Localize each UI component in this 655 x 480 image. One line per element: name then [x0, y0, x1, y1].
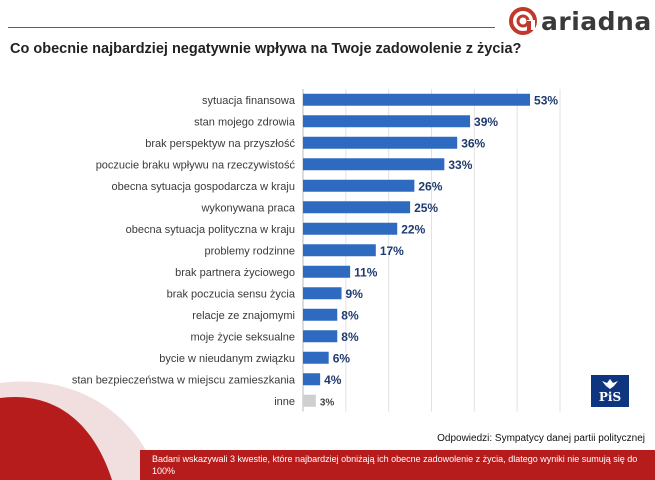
bar	[303, 244, 376, 257]
page-title: Co obecnie najbardziej negatywnie wpływa…	[10, 41, 522, 57]
header-divider-line	[8, 27, 495, 28]
bar	[303, 115, 471, 128]
value-label: 26%	[418, 179, 442, 193]
value-label: 22%	[401, 222, 425, 236]
ariadna-logo-icon	[509, 7, 537, 35]
category-label: poczucie braku wpływu na rzeczywistość	[96, 159, 296, 171]
bar	[303, 394, 316, 407]
value-label: 39%	[474, 115, 498, 129]
answers-note: Odpowiedzi: Sympatycy danej partii polit…	[437, 433, 645, 444]
value-label: 4%	[324, 373, 342, 387]
bar	[303, 201, 411, 214]
bar	[303, 373, 321, 386]
value-label: 11%	[354, 265, 378, 279]
bar	[303, 287, 342, 300]
ariadna-logo-text: ariadna	[541, 6, 652, 36]
value-label: 8%	[341, 308, 359, 322]
value-label: 3%	[320, 397, 335, 408]
bar	[303, 93, 531, 106]
value-label: 33%	[448, 158, 472, 172]
category-label: inne	[274, 396, 295, 408]
category-label: wykonywana praca	[200, 202, 295, 214]
ariadna-logo: ariadna	[508, 6, 652, 36]
value-label: 25%	[414, 201, 438, 215]
value-label: 6%	[333, 351, 351, 365]
value-label: 17%	[380, 244, 404, 258]
category-label: brak partnera życiowego	[175, 267, 295, 279]
category-label: obecna sytuacja gospodarcza w kraju	[112, 181, 295, 193]
party-logo-text: PiS	[598, 390, 622, 404]
category-label: brak poczucia sensu życia	[167, 288, 296, 300]
category-label: problemy rodzinne	[205, 245, 296, 257]
category-label: relacje ze znajomymi	[192, 310, 295, 322]
bar	[303, 351, 329, 364]
category-label: obecna sytuacja polityczna w kraju	[126, 224, 295, 236]
bar	[303, 222, 398, 235]
footer-bar: Badani wskazywali 3 kwestie, które najba…	[140, 450, 655, 480]
party-logo-badge: PiS	[591, 375, 629, 407]
decorative-swoosh-dark	[0, 396, 112, 480]
bar	[303, 158, 445, 171]
bar	[303, 179, 415, 192]
category-label: stan mojego zdrowia	[194, 116, 296, 128]
value-label: 53%	[534, 93, 558, 107]
category-label: moje życie seksualne	[190, 331, 295, 343]
value-label: 8%	[341, 330, 359, 344]
bar	[303, 265, 351, 278]
category-label: sytuacja finansowa	[202, 95, 296, 107]
category-label: stan bezpieczeństwa w miejscu zamieszkan…	[72, 374, 296, 386]
category-label: brak perspektyw na przyszłość	[145, 138, 295, 150]
bar	[303, 330, 338, 343]
bar	[303, 308, 338, 321]
footer-note: Badani wskazywali 3 kwestie, które najba…	[152, 454, 638, 476]
category-label: bycie w nieudanym związku	[159, 353, 295, 365]
value-label: 36%	[461, 136, 485, 150]
bar	[303, 136, 458, 149]
eagle-icon	[602, 379, 618, 389]
value-label: 9%	[346, 287, 364, 301]
